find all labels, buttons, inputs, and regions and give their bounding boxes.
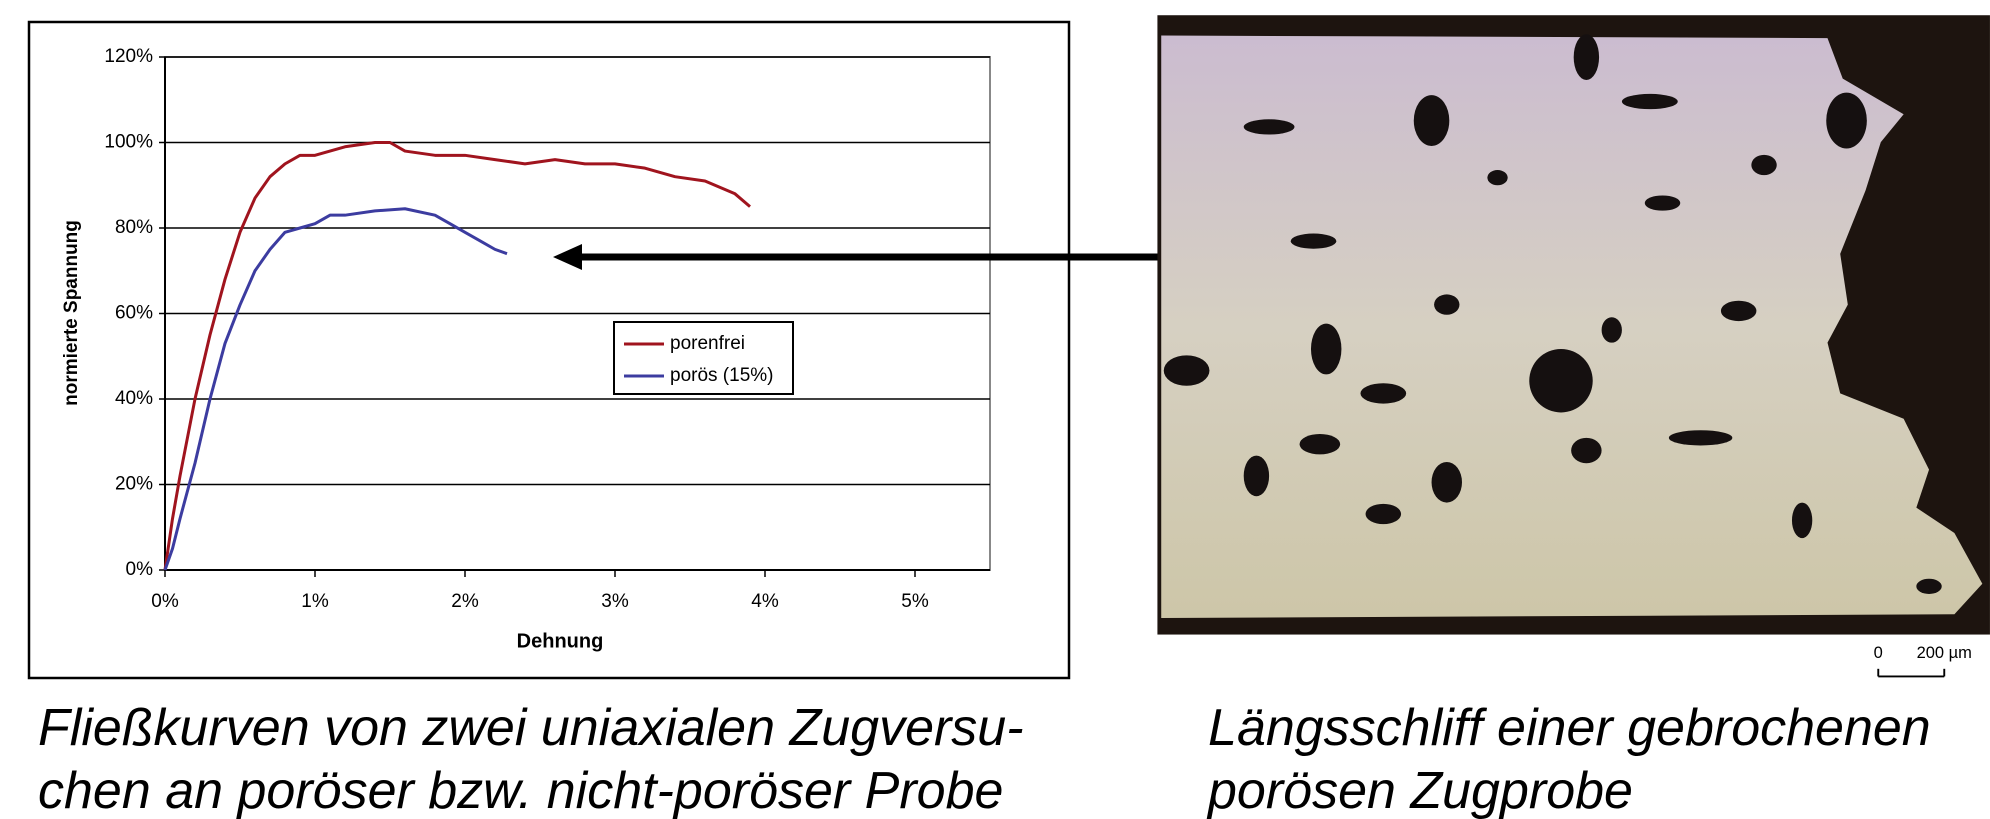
micrograph: 0 200 µm — [1157, 15, 1990, 676]
x-tick-label: 3% — [601, 591, 629, 612]
caption-line: porösen Zugprobe — [1206, 762, 1633, 819]
y-tick-label: 20% — [115, 474, 153, 495]
y-tick-label: 60% — [115, 303, 153, 324]
x-tick-label: 4% — [751, 591, 779, 612]
page: Dehnung normierte Spannung porenfrei porö… — [0, 0, 1990, 819]
x-tick-label: 1% — [301, 591, 329, 612]
x-tick-label: 0% — [151, 591, 179, 612]
x-axis-title: Dehnung — [517, 630, 604, 652]
x-tick-label: 2% — [451, 591, 479, 612]
y-axis-title: normierte Spannung — [61, 220, 82, 406]
chart-frame — [29, 22, 1069, 678]
caption-line: Längsschliff einer gebrochenen — [1208, 699, 1931, 757]
y-tick-label: 40% — [115, 388, 153, 409]
scale-label: 0 — [1874, 644, 1883, 662]
y-tick-label: 100% — [104, 132, 153, 153]
legend-label: porös (15%) — [670, 365, 774, 386]
scale-label: 200 µm — [1917, 644, 1972, 662]
y-tick-label: 0% — [126, 559, 154, 580]
caption-line: chen an poröser bzw. nicht-poröser Probe — [38, 762, 1003, 819]
legend: porenfrei porös (15%) — [614, 322, 793, 394]
y-tick-label: 80% — [115, 217, 153, 238]
x-tick-label: 5% — [901, 591, 929, 612]
caption-line: Fließkurven von zwei uniaxialen Zugversu… — [38, 699, 1024, 757]
y-tick-label: 120% — [104, 46, 153, 67]
legend-label: porenfrei — [670, 333, 745, 354]
